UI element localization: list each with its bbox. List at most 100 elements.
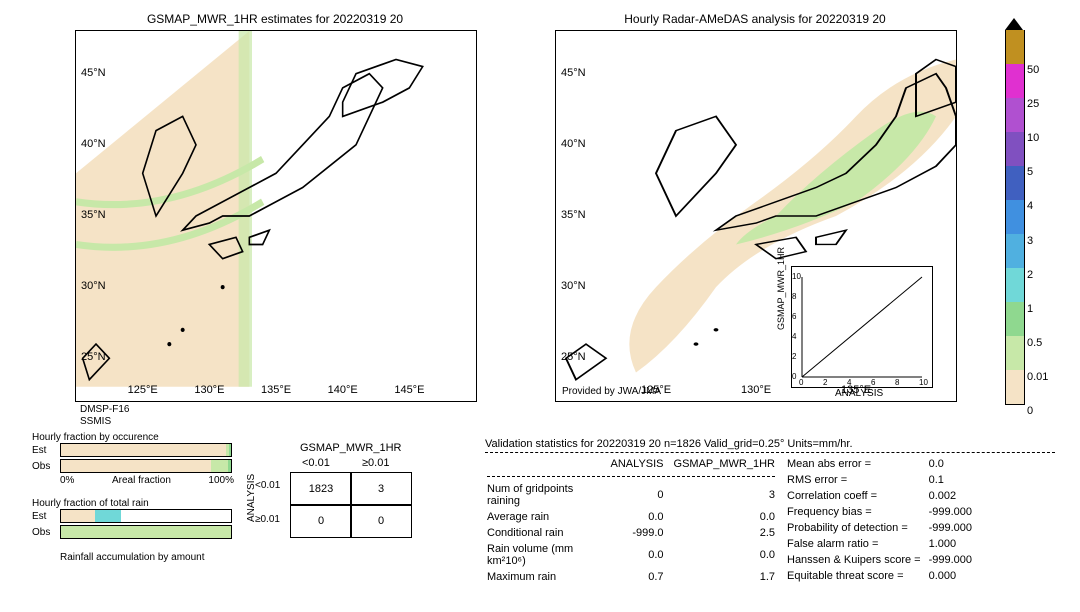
colorbar-seg <box>1005 200 1025 234</box>
left-map-svg <box>76 31 476 401</box>
stats-row: Conditional rain-999.02.5 <box>487 526 783 540</box>
colorbar-label: 4 <box>1027 200 1033 212</box>
stats-row: Rain volume (mm km²10⁶)0.00.0 <box>487 542 783 568</box>
lon-tick: 125°E <box>641 384 671 396</box>
hbar-row: Obs <box>32 459 242 473</box>
lat-tick: 45°N <box>81 67 106 79</box>
lon-tick: 135°E <box>261 384 291 396</box>
colorbar-label: 25 <box>1027 98 1039 110</box>
stats-col2: GSMAP_MWR_1HR <box>674 457 783 471</box>
colorbar-label: 1 <box>1027 303 1033 315</box>
scatter-inset-svg <box>792 267 932 387</box>
colorbar-label: 10 <box>1027 132 1039 144</box>
inset-xtick: 2 <box>823 378 827 387</box>
hbar-track <box>60 443 232 457</box>
ct-row1: <0.01 <box>255 480 280 491</box>
hbar-track <box>60 509 232 523</box>
colorbar-seg <box>1005 370 1025 405</box>
colorbar: 00.010.512345102550 <box>1005 30 1025 405</box>
hbar-seg <box>229 444 231 456</box>
hbars-tot-title: Hourly fraction of total rain <box>32 498 242 509</box>
ct-cell-00: 1823 <box>290 472 352 506</box>
lon-tick: 140°E <box>328 384 358 396</box>
hbar-seg <box>211 460 228 472</box>
inset-xtick: 0 <box>799 378 803 387</box>
colorbar-label: 0 <box>1027 405 1033 417</box>
hbar-row: Est <box>32 509 242 523</box>
colorbar-seg <box>1005 132 1025 166</box>
occ-x-right: 100% <box>208 475 234 486</box>
stats-row: False alarm ratio =1.000 <box>787 537 972 551</box>
occ-x-left: 0% <box>60 475 74 486</box>
colorbar-seg <box>1005 30 1025 64</box>
hbar-label: Est <box>32 511 60 522</box>
hbar-row: Obs <box>32 525 242 539</box>
lat-tick: 45°N <box>561 67 586 79</box>
lon-tick: 125°E <box>128 384 158 396</box>
sat-label-1: DMSP-F16 <box>80 404 129 415</box>
hbar-seg <box>61 444 226 456</box>
stats-row: Mean abs error =0.0 <box>787 457 972 471</box>
left-map <box>75 30 477 402</box>
hbar-seg <box>95 510 121 522</box>
colorbar-label: 2 <box>1027 269 1033 281</box>
contingency-col1: <0.01 <box>302 457 330 469</box>
validation-stats: Validation statistics for 20220319 20 n=… <box>485 438 1055 586</box>
left-map-title: GSMAP_MWR_1HR estimates for 20220319 20 <box>75 12 475 26</box>
colorbar-seg <box>1005 268 1025 302</box>
hbar-track <box>60 525 232 539</box>
lat-tick: 35°N <box>561 209 586 221</box>
colorbar-label: 3 <box>1027 235 1033 247</box>
stats-row: Maximum rain0.71.7 <box>487 570 783 584</box>
colorbar-label: 5 <box>1027 166 1033 178</box>
hbars-total: Hourly fraction of total rain Est Obs <box>32 498 242 541</box>
lon-tick: 130°E <box>741 384 771 396</box>
stats-row: Correlation coeff =0.002 <box>787 489 972 503</box>
colorbar-label: 50 <box>1027 64 1039 76</box>
ct-row2: ≥0.01 <box>255 514 280 525</box>
inset-ytick: 6 <box>792 312 796 321</box>
lat-tick: 30°N <box>81 280 106 292</box>
inset-ytick: 0 <box>792 372 796 381</box>
ct-cell-01: 3 <box>350 472 412 506</box>
lon-tick: 145°E <box>394 384 424 396</box>
right-map: 0246810 0246810 Provided by JWA/JMA <box>555 30 957 402</box>
stats-left-table: ANALYSISGSMAP_MWR_1HR Num of gridpoints … <box>485 455 785 586</box>
occ-x-label: Areal fraction <box>112 475 171 486</box>
contingency-title: GSMAP_MWR_1HR <box>300 442 401 454</box>
colorbar-seg <box>1005 166 1025 200</box>
hbar-seg <box>228 460 231 472</box>
hbars-occ-title: Hourly fraction by occurence <box>32 432 242 443</box>
stats-row: RMS error =0.1 <box>787 473 972 487</box>
hbars-acc-title: Rainfall accumulation by amount <box>60 552 205 563</box>
inset-ylabel: GSMAP_MWR_1HR <box>776 247 786 330</box>
colorbar-seg <box>1005 302 1025 336</box>
inset-xtick: 6 <box>871 378 875 387</box>
colorbar-seg <box>1005 98 1025 132</box>
hbar-seg <box>61 460 211 472</box>
ct-cell-11: 0 <box>350 504 412 538</box>
right-map-title: Hourly Radar-AMeDAS analysis for 2022031… <box>555 12 955 26</box>
ct-cell-10: 0 <box>290 504 352 538</box>
lat-tick: 40°N <box>81 138 106 150</box>
colorbar-seg <box>1005 64 1025 98</box>
hbar-label: Obs <box>32 461 60 472</box>
stats-right-table: Mean abs error =0.0 RMS error =0.1 Correla… <box>785 455 974 585</box>
inset-xtick: 10 <box>919 378 928 387</box>
inset-ytick: 4 <box>792 332 796 341</box>
hbar-seg <box>121 510 232 522</box>
lat-tick: 40°N <box>561 138 586 150</box>
page-root: GSMAP_MWR_1HR estimates for 20220319 20 <box>0 0 1080 612</box>
contingency-col2: ≥0.01 <box>362 457 389 469</box>
lon-tick: 135°E <box>841 384 871 396</box>
stats-header: Validation statistics for 20220319 20 n=… <box>485 438 1055 450</box>
hbar-seg <box>61 526 231 538</box>
stats-row: Hanssen & Kuipers score =-999.000 <box>787 553 972 567</box>
inset-xtick: 8 <box>895 378 899 387</box>
stats-row: Average rain0.00.0 <box>487 510 783 524</box>
colorbar-seg <box>1005 234 1025 268</box>
inset-ytick: 2 <box>792 352 796 361</box>
hbar-row: Est <box>32 443 242 457</box>
colorbar-seg <box>1005 336 1025 370</box>
colorbar-label: 0.5 <box>1027 337 1042 349</box>
